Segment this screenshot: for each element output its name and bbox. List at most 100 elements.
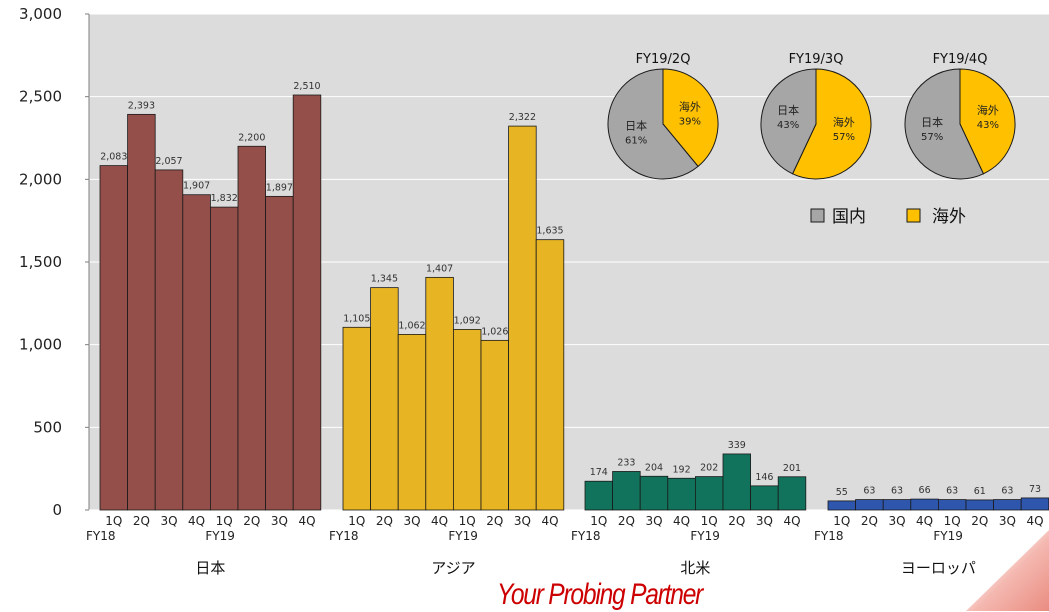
legend-swatch-overseas bbox=[906, 208, 921, 223]
region-label: 日本 bbox=[195, 559, 225, 577]
bar-data-label: 339 bbox=[728, 440, 746, 451]
region-label: アジア bbox=[431, 559, 475, 577]
bar-data-label: 2,510 bbox=[293, 81, 320, 92]
bar bbox=[342, 326, 372, 511]
bar bbox=[965, 499, 995, 511]
quarter-label: 3Q bbox=[999, 514, 1016, 528]
bar-data-label: 192 bbox=[673, 464, 691, 475]
pie-slice-domestic bbox=[607, 68, 699, 180]
quarter-label: 1Q bbox=[944, 514, 961, 528]
quarter-label: 1Q bbox=[348, 514, 365, 528]
quarter-label: 1Q bbox=[701, 514, 718, 528]
bar-data-label: 1,907 bbox=[183, 181, 210, 192]
quarter-label: 2Q bbox=[243, 514, 260, 528]
bar bbox=[910, 498, 939, 511]
year-label: FY19 bbox=[448, 529, 478, 543]
x-axis: 1Q 2Q 3Q 4Q 1Q 2Q 3Q 4Q FY18 FY19 日本 1Q 2Q 3Q 4Q 1Q 2Q 3Q… bbox=[86, 514, 1044, 577]
legend-label-domestic: 国内 bbox=[832, 207, 866, 227]
pie-slice-overseas bbox=[959, 68, 1016, 175]
quarter-label: 4Q bbox=[431, 514, 448, 528]
quarter-label: 4Q bbox=[298, 514, 315, 528]
bar-data-label: 66 bbox=[919, 485, 931, 496]
quarter-label: 2Q bbox=[376, 514, 393, 528]
bar bbox=[397, 334, 427, 511]
bar bbox=[584, 480, 614, 511]
bar bbox=[292, 94, 322, 511]
bar bbox=[237, 145, 267, 511]
bar bbox=[938, 499, 967, 511]
bar bbox=[508, 125, 537, 511]
year-label: FY19 bbox=[690, 529, 720, 543]
bar bbox=[535, 239, 565, 511]
bar-data-label: 1,345 bbox=[371, 274, 398, 285]
quarter-label: 3Q bbox=[271, 514, 288, 528]
bar-data-label: 1,026 bbox=[481, 326, 508, 337]
bar-data-label: 1,635 bbox=[536, 226, 563, 237]
quarter-label: 2Q bbox=[133, 514, 150, 528]
bar-data-label: 174 bbox=[590, 467, 608, 478]
bar bbox=[777, 476, 807, 511]
quarter-label: 3Q bbox=[160, 514, 177, 528]
pie-label-domestic: 日本 bbox=[921, 115, 943, 129]
pie-label-overseas: 海外 bbox=[833, 115, 855, 129]
bar bbox=[882, 499, 912, 511]
year-label: FY19 bbox=[933, 529, 963, 543]
bar-data-label: 2,322 bbox=[509, 112, 536, 123]
region-label: ヨーロッパ bbox=[901, 559, 976, 577]
bar bbox=[127, 113, 156, 511]
bar-data-label: 1,897 bbox=[266, 182, 293, 193]
bar bbox=[639, 475, 669, 511]
region-label: 北米 bbox=[680, 559, 710, 577]
bar bbox=[855, 499, 884, 511]
bar bbox=[154, 169, 184, 511]
pie-pct-domestic: 57% bbox=[921, 132, 943, 143]
quarter-label: 1Q bbox=[833, 514, 850, 528]
y-tick-label: 0 bbox=[52, 501, 62, 519]
pie-slice-domestic bbox=[904, 68, 985, 180]
bar-data-label: 1,092 bbox=[454, 315, 481, 326]
quarter-label: 4Q bbox=[783, 514, 800, 528]
bar bbox=[1020, 497, 1049, 511]
pie-label-domestic: 日本 bbox=[625, 119, 647, 133]
bar bbox=[722, 453, 752, 511]
legend-swatch-domestic bbox=[810, 208, 825, 223]
quarter-label: 4Q bbox=[188, 514, 205, 528]
pie-slice-overseas bbox=[662, 68, 719, 168]
y-tick-label: 500 bbox=[33, 418, 62, 436]
y-axis: 0 500 1,000 1,500 2,000 2,500 3,000 bbox=[19, 5, 1049, 519]
pie-pct-domestic: 43% bbox=[777, 120, 799, 131]
quarter-label: 3Q bbox=[403, 514, 420, 528]
quarter-label: 2Q bbox=[618, 514, 635, 528]
legend-label-overseas: 海外 bbox=[932, 207, 966, 227]
year-label: FY18 bbox=[814, 529, 844, 543]
bar-data-label: 55 bbox=[836, 487, 848, 498]
bar-data-label: 2,200 bbox=[238, 132, 265, 143]
year-label: FY18 bbox=[571, 529, 601, 543]
bar bbox=[612, 471, 641, 511]
quarter-label: 2Q bbox=[971, 514, 988, 528]
pie-label-overseas: 海外 bbox=[679, 99, 701, 113]
quarter-label: 3Q bbox=[645, 514, 662, 528]
year-label: FY18 bbox=[329, 529, 359, 543]
pie-slice-domestic bbox=[760, 68, 817, 175]
quarter-label: 1Q bbox=[459, 514, 476, 528]
bar-data-label: 61 bbox=[974, 486, 986, 497]
pie-pct-domestic: 61% bbox=[625, 136, 647, 147]
pie-title: FY19/3Q bbox=[789, 52, 844, 67]
pie-slice-overseas bbox=[791, 68, 872, 180]
bar-data-label: 63 bbox=[946, 486, 958, 497]
bar bbox=[827, 500, 857, 511]
y-tick-label: 3,000 bbox=[19, 5, 62, 23]
bar bbox=[750, 485, 779, 511]
bar-data-label: 233 bbox=[617, 457, 635, 468]
bar-data-label: 73 bbox=[1029, 484, 1041, 495]
quarter-label: 3Q bbox=[756, 514, 773, 528]
bar bbox=[695, 476, 724, 511]
bar bbox=[667, 477, 696, 511]
bar bbox=[480, 339, 510, 511]
bar-data-label: 1,062 bbox=[398, 320, 425, 331]
y-tick-label: 2,500 bbox=[19, 88, 62, 106]
y-tick-label: 1,500 bbox=[19, 253, 62, 271]
